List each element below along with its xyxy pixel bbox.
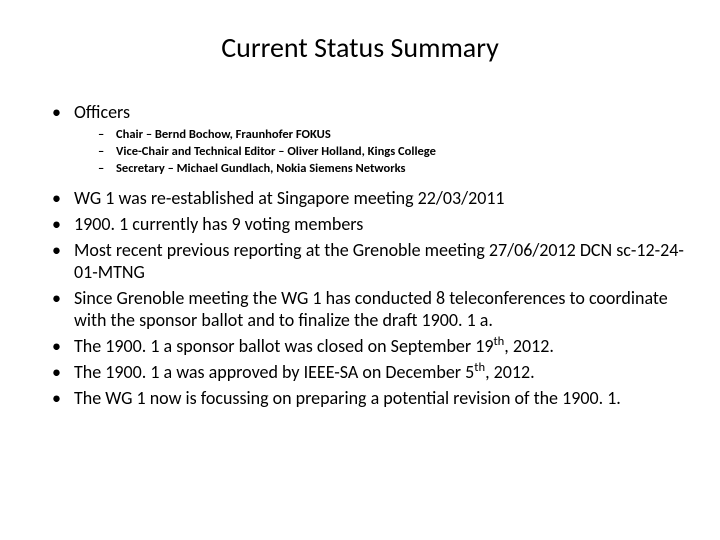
bullet-item: • The WG 1 now is focussing on preparing… bbox=[36, 387, 684, 409]
bullet-item: • The 1900. 1 a sponsor ballot was close… bbox=[36, 335, 684, 357]
bullet-item: • WG 1 was re-established at Singapore m… bbox=[36, 187, 684, 209]
dash-marker: – bbox=[98, 127, 116, 143]
bullet-marker: • bbox=[52, 361, 74, 383]
bullet-officers: • Officers bbox=[36, 101, 684, 123]
dash-marker: – bbox=[98, 161, 116, 177]
sub-bullet: – Secretary – Michael Gundlach, Nokia Si… bbox=[36, 161, 684, 177]
bullet-text: The 1900. 1 a sponsor ballot was closed … bbox=[74, 335, 684, 357]
bullet-text: The 1900. 1 a was approved by IEEE-SA on… bbox=[74, 361, 684, 383]
bullet-marker: • bbox=[52, 335, 74, 357]
bullet-marker: • bbox=[52, 101, 74, 123]
officers-sublist: – Chair – Bernd Bochow, Fraunhofer FOKUS… bbox=[36, 127, 684, 177]
bullet-marker: • bbox=[52, 287, 74, 309]
bullet-text: Most recent previous reporting at the Gr… bbox=[74, 239, 684, 283]
bullet-marker: • bbox=[52, 239, 74, 261]
bullet-marker: • bbox=[52, 213, 74, 235]
bullet-text: Officers bbox=[74, 101, 684, 123]
sub-bullet-text: Vice-Chair and Technical Editor – Oliver… bbox=[116, 144, 684, 160]
sub-bullet: – Chair – Bernd Bochow, Fraunhofer FOKUS bbox=[36, 127, 684, 143]
sub-bullet: – Vice-Chair and Technical Editor – Oliv… bbox=[36, 144, 684, 160]
sub-bullet-text: Chair – Bernd Bochow, Fraunhofer FOKUS bbox=[116, 127, 684, 143]
bullet-text: WG 1 was re-established at Singapore mee… bbox=[74, 187, 684, 209]
bullet-marker: • bbox=[52, 187, 74, 209]
bullet-item: • Most recent previous reporting at the … bbox=[36, 239, 684, 283]
bullet-item: • Since Grenoble meeting the WG 1 has co… bbox=[36, 287, 684, 331]
sub-bullet-text: Secretary – Michael Gundlach, Nokia Siem… bbox=[116, 161, 684, 177]
bullet-text: 1900. 1 currently has 9 voting members bbox=[74, 213, 684, 235]
bullet-text: The WG 1 now is focussing on preparing a… bbox=[74, 387, 684, 409]
bullet-item: • The 1900. 1 a was approved by IEEE-SA … bbox=[36, 361, 684, 383]
bullet-text: Since Grenoble meeting the WG 1 has cond… bbox=[74, 287, 684, 331]
dash-marker: – bbox=[98, 144, 116, 160]
bullet-item: • 1900. 1 currently has 9 voting members bbox=[36, 213, 684, 235]
bullet-marker: • bbox=[52, 387, 74, 409]
slide-title: Current Status Summary bbox=[36, 30, 684, 65]
